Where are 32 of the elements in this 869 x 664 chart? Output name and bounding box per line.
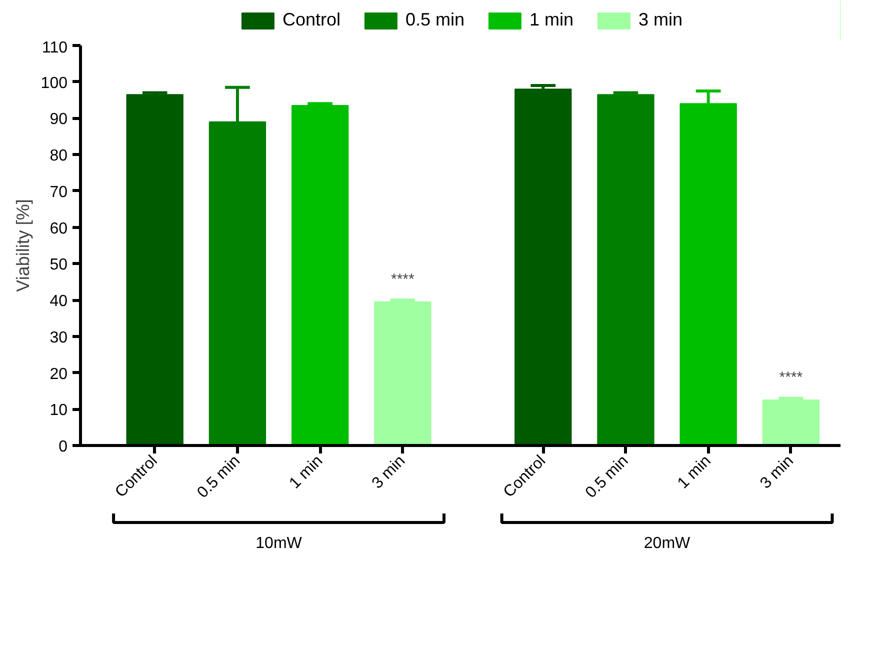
y-tick-label: 50 [50,256,68,274]
y-tick-label: 110 [42,40,68,56]
y-tick-label: 70 [50,184,68,201]
bar [126,94,184,446]
bar [762,400,820,446]
y-tick-label: 10 [50,402,68,420]
legend-label: Control [282,10,340,30]
x-tick-label: 10mW [256,535,303,552]
legend-label: 3 min [638,10,683,30]
legend-label: 1 min [530,10,574,30]
legend-label: 0.5 min [405,10,465,30]
x-tick-label: 20mW [644,535,692,552]
text: 3 min [757,452,797,492]
text: 0.5 min [194,452,244,502]
annotation: **** [391,271,415,288]
y-tick-label: 90 [50,111,68,128]
y-tick-label: 40 [50,293,68,310]
annotation: **** [779,369,803,386]
bar [374,301,432,446]
text: 3 min [369,452,409,492]
text: 1 min [286,452,326,492]
bar [597,94,654,446]
y-tick-label: 80 [50,148,68,165]
text: 0.5 min [582,452,632,502]
y-tick-label: 20 [50,366,68,383]
y-axis-title: Viability [%] [12,199,33,292]
bar [291,105,349,446]
y-tick-label: 30 [50,329,68,346]
y-tick-label: 0 [58,438,68,456]
y-tick-label: 60 [50,220,68,238]
text: 1 min [674,452,714,492]
y-tick-label: 100 [40,74,68,92]
